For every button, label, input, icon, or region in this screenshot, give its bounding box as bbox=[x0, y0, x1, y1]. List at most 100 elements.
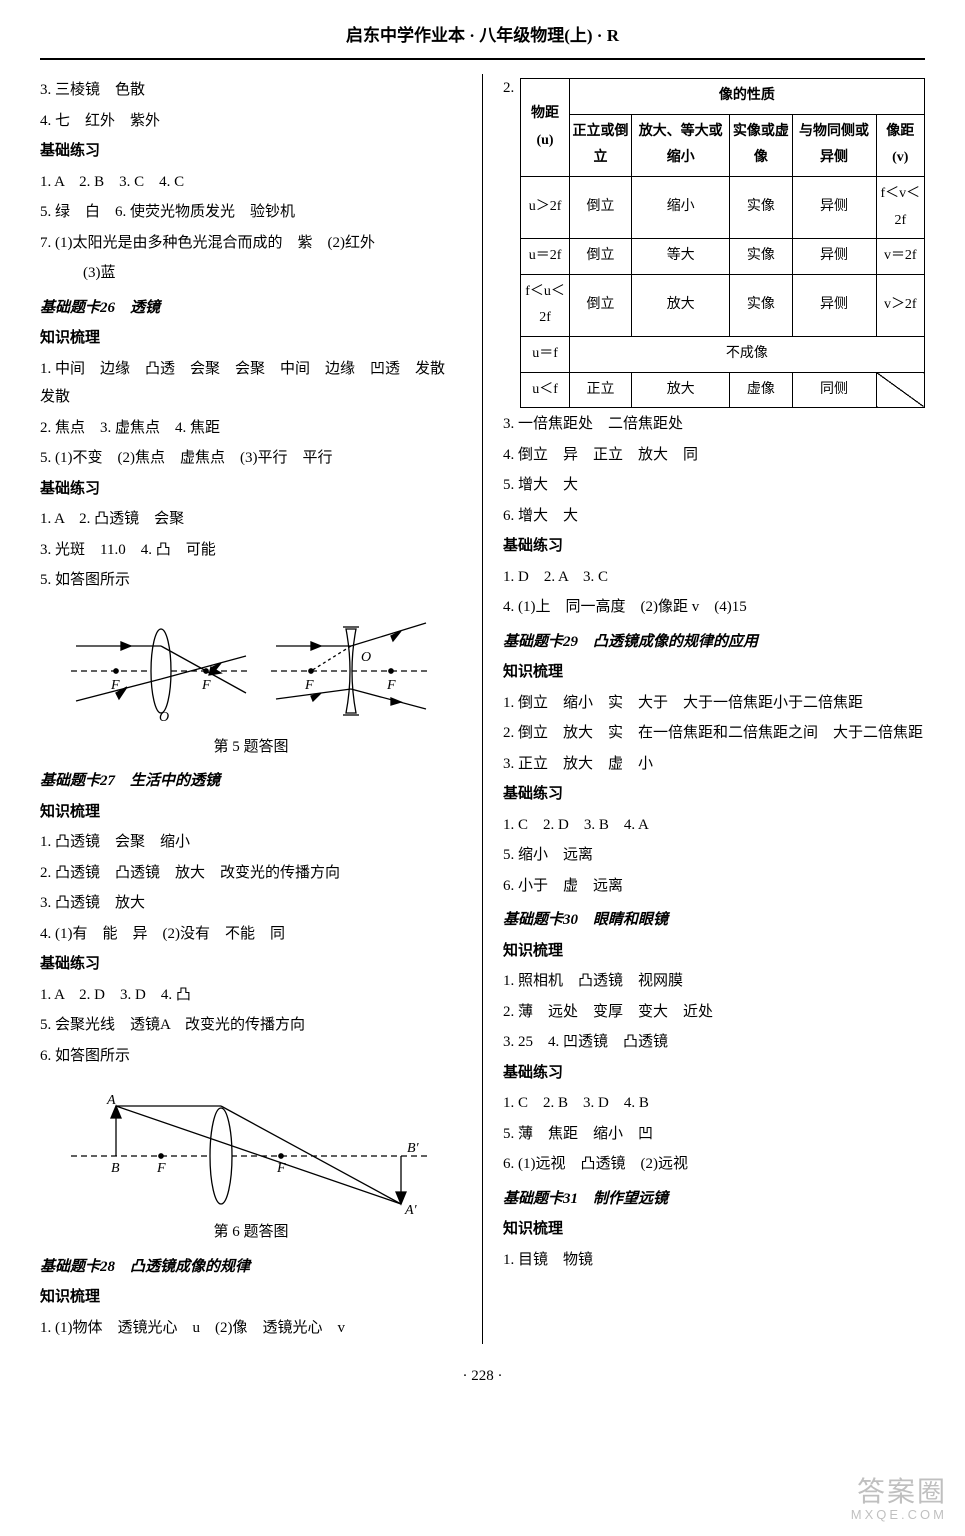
line: 3. 25 4. 凹透镜 凸透镜 bbox=[503, 1028, 925, 1057]
line: 1. 中间 边缘 凸透 会聚 会聚 中间 边缘 凹透 发散 发散 bbox=[40, 355, 462, 412]
td: 异侧 bbox=[792, 239, 876, 275]
line: (3)蓝 bbox=[40, 259, 462, 288]
watermark-main: 答案圈 bbox=[851, 1477, 947, 1508]
watermark: 答案圈 MXQE.COM bbox=[851, 1477, 947, 1522]
subsection-title: 基础练习 bbox=[503, 1059, 925, 1088]
line: 7. (1)太阳光是由多种色光混合而成的 紫 (2)红外 bbox=[40, 229, 462, 258]
line: 3. 光斑 11.0 4. 凸 可能 bbox=[40, 536, 462, 565]
th: 物距(u) bbox=[521, 79, 570, 177]
td: 倒立 bbox=[569, 239, 631, 275]
subsection-title: 知识梳理 bbox=[503, 658, 925, 687]
line: 5. 如答图所示 bbox=[40, 566, 462, 595]
td: f＜v＜2f bbox=[876, 177, 924, 239]
table-prefix: 2. bbox=[503, 74, 514, 103]
section-title-28: 基础题卡28 凸透镜成像的规律 bbox=[40, 1253, 462, 1282]
image-properties-table: 物距(u) 像的性质 正立或倒立 放大、等大或缩小 实像或虚像 与物同侧或异侧 … bbox=[520, 78, 925, 408]
td: 实像 bbox=[730, 274, 792, 336]
line: 6. 如答图所示 bbox=[40, 1042, 462, 1071]
watermark-sub: MXQE.COM bbox=[851, 1508, 947, 1522]
td: 异侧 bbox=[792, 177, 876, 239]
line: 4. (1)上 同一高度 (2)像距 v (4)15 bbox=[503, 593, 925, 622]
line: 5. 会聚光线 透镜A 改变光的传播方向 bbox=[40, 1011, 462, 1040]
subsection-title: 基础练习 bbox=[40, 475, 462, 504]
subsection-title: 知识梳理 bbox=[503, 1215, 925, 1244]
line: 2. 薄 远处 变厚 变大 近处 bbox=[503, 998, 925, 1027]
td: 异侧 bbox=[792, 274, 876, 336]
section-title-26: 基础题卡26 透镜 bbox=[40, 294, 462, 323]
th: 像距(v) bbox=[876, 114, 924, 176]
figure-caption: 第 6 题答图 bbox=[40, 1218, 462, 1247]
td: f＜u＜2f bbox=[521, 274, 570, 336]
line: 1. 凸透镜 会聚 缩小 bbox=[40, 828, 462, 857]
line: 1. 目镜 物镜 bbox=[503, 1246, 925, 1275]
column-divider bbox=[482, 74, 483, 1344]
line: 1. C 2. B 3. D 4. B bbox=[503, 1089, 925, 1118]
line: 3. 凸透镜 放大 bbox=[40, 889, 462, 918]
section-title-27: 基础题卡27 生活中的透镜 bbox=[40, 767, 462, 796]
svg-text:F: F bbox=[201, 678, 211, 693]
figure-q6-image-formation: A B F F B′ A′ bbox=[61, 1076, 441, 1216]
td: 实像 bbox=[730, 177, 792, 239]
line: 6. 增大 大 bbox=[503, 502, 925, 531]
left-column: 3. 三棱镜 色散 4. 七 红外 紫外 基础练习 1. A 2. B 3. C… bbox=[40, 74, 462, 1344]
section-title-30: 基础题卡30 眼睛和眼镜 bbox=[503, 906, 925, 935]
th: 像的性质 bbox=[569, 79, 924, 115]
th: 正立或倒立 bbox=[569, 114, 631, 176]
line: 4. 倒立 异 正立 放大 同 bbox=[503, 441, 925, 470]
line: 5. 薄 焦距 缩小 凹 bbox=[503, 1120, 925, 1149]
td: 倒立 bbox=[569, 274, 631, 336]
table-row: f＜u＜2f 倒立 放大 实像 异侧 v＞2f bbox=[521, 274, 925, 336]
td: 倒立 bbox=[569, 177, 631, 239]
svg-text:B′: B′ bbox=[407, 1141, 420, 1156]
td: u＝f bbox=[521, 337, 570, 373]
subsection-title: 基础练习 bbox=[40, 950, 462, 979]
th: 实像或虚像 bbox=[730, 114, 792, 176]
svg-text:F: F bbox=[276, 1161, 286, 1176]
line: 2. 凸透镜 凸透镜 放大 改变光的传播方向 bbox=[40, 859, 462, 888]
line: 4. 七 红外 紫外 bbox=[40, 107, 462, 136]
svg-text:F: F bbox=[386, 678, 396, 693]
subsection-title: 知识梳理 bbox=[40, 1283, 462, 1312]
table-row: u＞2f 倒立 缩小 实像 异侧 f＜v＜2f bbox=[521, 177, 925, 239]
line: 6. (1)远视 凸透镜 (2)远视 bbox=[503, 1150, 925, 1179]
line: 1. (1)物体 透镜光心 u (2)像 透镜光心 v bbox=[40, 1314, 462, 1343]
line: 1. C 2. D 3. B 4. A bbox=[503, 811, 925, 840]
th: 放大、等大或缩小 bbox=[632, 114, 730, 176]
subsection-title: 知识梳理 bbox=[40, 324, 462, 353]
line: 4. (1)有 能 异 (2)没有 不能 同 bbox=[40, 920, 462, 949]
line: 1. 照相机 凸透镜 视网膜 bbox=[503, 967, 925, 996]
line: 1. 倒立 缩小 实 大于 大于一倍焦距小于二倍焦距 bbox=[503, 689, 925, 718]
subsection-title: 基础练习 bbox=[503, 780, 925, 809]
td: 虚像 bbox=[730, 372, 792, 408]
figure-q5-lens-diagrams: F O F bbox=[61, 601, 441, 731]
line: 6. 小于 虚 远离 bbox=[503, 872, 925, 901]
subsection-title: 基础练习 bbox=[40, 137, 462, 166]
line: 1. A 2. D 3. D 4. 凸 bbox=[40, 981, 462, 1010]
line: 3. 三棱镜 色散 bbox=[40, 76, 462, 105]
td: u＜f bbox=[521, 372, 570, 408]
td: 缩小 bbox=[632, 177, 730, 239]
td: 放大 bbox=[632, 372, 730, 408]
section-title-31: 基础题卡31 制作望远镜 bbox=[503, 1185, 925, 1214]
right-column: 2. 物距(u) 像的性质 正立或倒立 放大、等大或缩小 实像或虚像 与物同侧或… bbox=[503, 74, 925, 1344]
content-columns: 3. 三棱镜 色散 4. 七 红外 紫外 基础练习 1. A 2. B 3. C… bbox=[40, 74, 925, 1344]
table-row: u＝2f 倒立 等大 实像 异侧 v＝2f bbox=[521, 239, 925, 275]
td: 不成像 bbox=[569, 337, 924, 373]
td: v＝2f bbox=[876, 239, 924, 275]
th: 与物同侧或异侧 bbox=[792, 114, 876, 176]
td: 正立 bbox=[569, 372, 631, 408]
td: 等大 bbox=[632, 239, 730, 275]
subsection-title: 基础练习 bbox=[503, 532, 925, 561]
subsection-title: 知识梳理 bbox=[40, 798, 462, 827]
figure-caption: 第 5 题答图 bbox=[40, 733, 462, 762]
line: 1. A 2. B 3. C 4. C bbox=[40, 168, 462, 197]
td: v＞2f bbox=[876, 274, 924, 336]
td-diagonal bbox=[876, 372, 924, 408]
line: 5. 增大 大 bbox=[503, 471, 925, 500]
table-row: u＝f 不成像 bbox=[521, 337, 925, 373]
line: 5. 缩小 远离 bbox=[503, 841, 925, 870]
line: 5. 绿 白 6. 使荧光物质发光 验钞机 bbox=[40, 198, 462, 227]
line: 2. 倒立 放大 实 在一倍焦距和二倍焦距之间 大于二倍焦距 bbox=[503, 719, 925, 748]
line: 1. D 2. A 3. C bbox=[503, 563, 925, 592]
svg-text:A′: A′ bbox=[404, 1203, 418, 1216]
